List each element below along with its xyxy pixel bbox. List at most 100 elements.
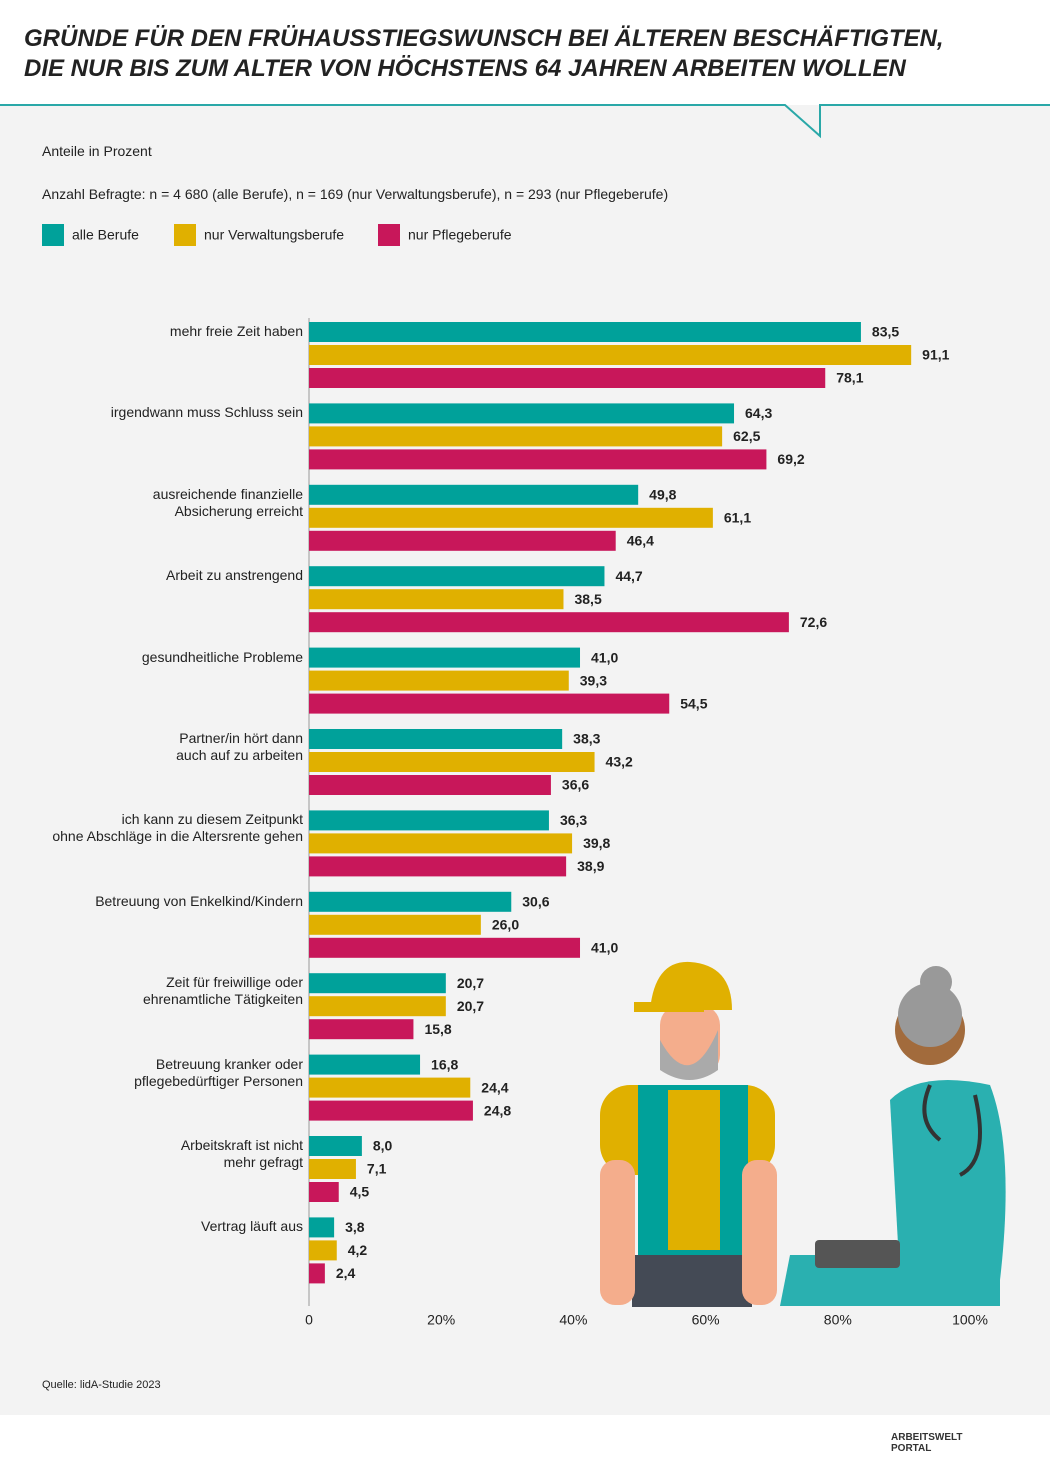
bar: [309, 856, 567, 877]
bar: [309, 484, 639, 505]
category-label: Vertrag läuft aus: [201, 1218, 303, 1235]
bar: [309, 589, 564, 610]
legend-swatch: [174, 224, 196, 246]
bar: [309, 647, 581, 668]
value-label: 38,9: [577, 858, 604, 874]
value-label: 26,0: [492, 917, 519, 933]
bar: [309, 1240, 337, 1261]
value-label: 43,2: [606, 754, 633, 770]
value-label: 4,5: [350, 1184, 370, 1200]
bar: [309, 1054, 421, 1075]
value-label: 54,5: [680, 695, 707, 711]
value-label: 38,5: [574, 591, 601, 607]
value-label: 36,3: [560, 812, 587, 828]
bar: [309, 345, 912, 365]
category-label: irgendwann muss Schluss sein: [110, 404, 303, 421]
legend-swatch: [42, 224, 64, 246]
source: Quelle: lidA-Studie 2023: [42, 1379, 161, 1391]
bar: [309, 1136, 362, 1156]
category-label: Partner/in hört dann auch auf zu arbeite…: [176, 730, 303, 763]
category-label: mehr freie Zeit haben: [169, 323, 303, 339]
value-label: 30,6: [522, 894, 549, 910]
value-label: 46,4: [627, 533, 654, 549]
value-label: 49,8: [649, 487, 676, 503]
chart-title: GRÜNDE FÜR DEN FRÜHAUSSTIEGSWUNSCH BEI Ä…: [24, 25, 944, 82]
header-line: [0, 104, 1050, 139]
bar: [309, 403, 735, 424]
bar: [309, 449, 767, 470]
value-label: 78,1: [836, 370, 863, 386]
bar: [309, 1077, 471, 1098]
x-tick-label: 20%: [427, 1312, 455, 1328]
bar: [309, 833, 573, 854]
value-label: 41,0: [591, 940, 618, 956]
bar: [309, 1217, 335, 1238]
category-label: Arbeitskraft ist nicht mehr gefragt: [180, 1137, 303, 1170]
legend-swatch: [378, 224, 400, 246]
value-label: 41,0: [591, 649, 618, 665]
value-label: 15,8: [424, 1021, 451, 1037]
logo-line: PORTAL: [891, 1443, 932, 1454]
value-label: 83,5: [872, 324, 899, 340]
category-label: Arbeit zu anstrengend: [166, 567, 303, 584]
bar: [309, 752, 595, 772]
value-label: 39,3: [580, 672, 607, 688]
bar: [309, 1159, 356, 1179]
category-label: Zeit für freiwillige oder ehrenamtliche …: [142, 974, 303, 1008]
bar: [309, 670, 569, 691]
value-label: 64,3: [745, 405, 772, 421]
x-tick-label: 100%: [952, 1312, 988, 1328]
x-tick-label: 0: [305, 1312, 313, 1328]
bar: [309, 566, 605, 587]
value-label: 8,0: [373, 1138, 393, 1154]
category-label: ich kann zu diesem Zeitpunkt ohne Abschl…: [52, 811, 303, 845]
bar: [309, 775, 551, 795]
bar: [309, 1263, 325, 1284]
logo-line: ARBEITSWELT: [891, 1432, 963, 1443]
value-label: 24,8: [484, 1102, 511, 1118]
bar: [309, 1100, 473, 1121]
value-label: 72,6: [800, 614, 827, 630]
note: Anzahl Befragte: n = 4 680 (alle Berufe)…: [42, 186, 669, 202]
bar: [309, 426, 723, 447]
bar: [309, 937, 581, 958]
category-label: ausreichende finanzielle Absicherung err…: [152, 485, 303, 519]
value-label: 20,7: [457, 998, 484, 1014]
bar: [309, 530, 616, 551]
bar: [309, 1182, 339, 1202]
value-label: 69,2: [777, 451, 804, 467]
bar: [309, 612, 789, 633]
value-label: 38,3: [573, 731, 600, 747]
legend-label: alle Berufe: [72, 227, 139, 243]
bar: [309, 810, 549, 831]
value-label: 39,8: [583, 835, 610, 851]
bar: [309, 729, 563, 749]
value-label: 61,1: [724, 510, 751, 526]
logo: ARBEITSWELT PORTAL: [891, 1432, 962, 1454]
value-label: 44,7: [615, 568, 642, 584]
subtitle: Anteile in Prozent: [42, 143, 152, 159]
value-label: 7,1: [367, 1161, 387, 1177]
bar: [309, 322, 861, 342]
category-label: Betreuung kranker oder pflegebedürftiger…: [134, 1055, 303, 1089]
category-label: Betreuung von Enkelkind/Kindern: [95, 892, 303, 909]
value-label: 91,1: [922, 347, 949, 363]
legend-label: nur Verwaltungsberufe: [204, 227, 344, 243]
bar: [309, 693, 670, 714]
value-label: 20,7: [457, 975, 484, 991]
value-label: 2,4: [336, 1265, 356, 1281]
value-label: 24,4: [481, 1079, 508, 1095]
value-label: 36,6: [562, 777, 589, 793]
bar: [309, 973, 446, 994]
value-label: 62,5: [733, 428, 760, 444]
bar: [309, 914, 481, 935]
value-label: 4,2: [348, 1242, 368, 1258]
value-label: 16,8: [431, 1056, 458, 1072]
x-tick-label: 60%: [692, 1312, 720, 1328]
bar: [309, 1019, 414, 1040]
x-tick-label: 80%: [824, 1312, 852, 1328]
x-tick-label: 40%: [559, 1312, 587, 1328]
bar: [309, 368, 826, 388]
